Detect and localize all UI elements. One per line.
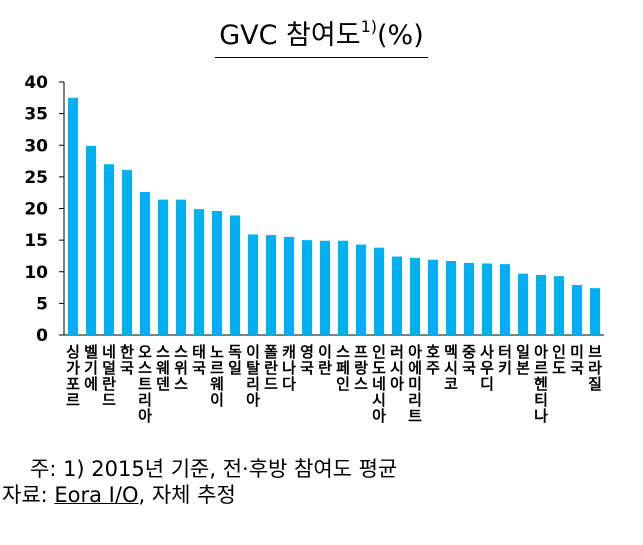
source-line: 자료: Eora I/O, 자체 추정	[2, 479, 236, 509]
bar	[85, 145, 97, 335]
bar	[535, 274, 547, 335]
y-tick-label: 40	[24, 73, 48, 93]
chart-title-main: GVC 참여도	[219, 20, 361, 51]
bar	[283, 236, 295, 335]
y-tick-label: 5	[36, 294, 48, 314]
chart-title-unit: (%)	[377, 20, 424, 51]
bar	[103, 164, 115, 335]
bar	[499, 264, 511, 335]
y-tick-label: 35	[24, 105, 48, 125]
bar	[229, 215, 241, 335]
chart-title: GVC 참여도1)(%)	[215, 8, 428, 58]
y-tick-label: 15	[24, 231, 48, 251]
bar	[67, 97, 79, 335]
y-tick-label: 0	[36, 326, 48, 346]
y-tick-label: 30	[24, 136, 48, 156]
bar	[337, 240, 349, 335]
bar	[463, 262, 475, 335]
bar	[445, 260, 457, 335]
bar	[409, 257, 421, 335]
y-tick-label: 10	[24, 263, 48, 283]
source-suffix: , 자체 추정	[138, 483, 236, 507]
bar	[121, 169, 133, 335]
bar	[175, 199, 187, 335]
footnote-line: 주: 1) 2015년 기준, 전·후방 참여도 평균	[30, 457, 398, 481]
bar	[589, 288, 601, 335]
source-prefix: 자료:	[2, 483, 55, 507]
bar	[571, 285, 583, 335]
bar	[247, 234, 259, 335]
chart-title-wrap: GVC 참여도1)(%)	[0, 8, 643, 58]
bar	[553, 276, 565, 335]
bar	[211, 211, 223, 335]
bar	[139, 192, 151, 335]
y-tick-label: 25	[24, 168, 48, 188]
bar	[373, 247, 385, 335]
bar	[319, 240, 331, 335]
bar	[193, 209, 205, 335]
source-name: Eora I/O	[54, 483, 139, 507]
bar	[265, 235, 277, 335]
bar	[517, 273, 529, 335]
chart-title-footnote-mark: 1)	[360, 17, 378, 36]
bar	[301, 240, 313, 335]
y-tick-label: 20	[24, 200, 48, 220]
bar	[427, 259, 439, 335]
bar	[391, 256, 403, 335]
bar	[157, 199, 169, 335]
bar	[481, 263, 493, 335]
bar	[355, 244, 367, 335]
